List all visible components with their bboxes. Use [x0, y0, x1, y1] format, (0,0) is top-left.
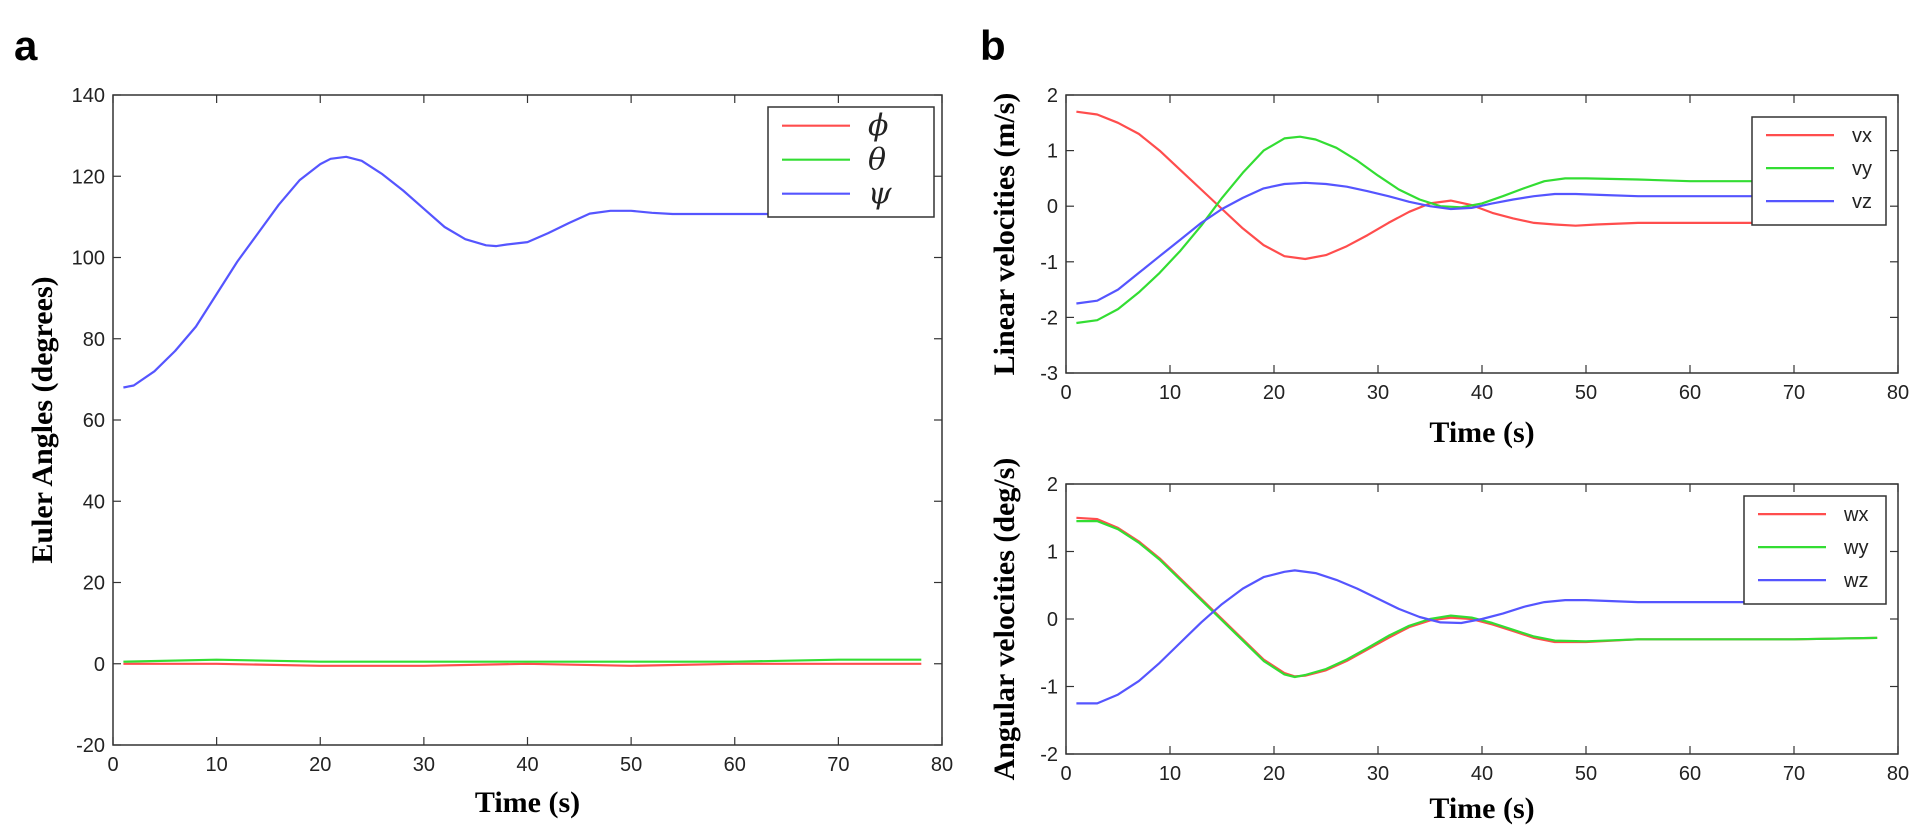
x-tick-label: 70	[1783, 763, 1805, 785]
legend: ϕθψ	[767, 106, 935, 218]
legend-label-θ: θ	[868, 143, 886, 178]
series-line-vy	[1076, 135, 1753, 325]
y-tick-label: 2	[1047, 85, 1058, 107]
x-tick-label: 40	[516, 754, 538, 776]
x-tick-label: 0	[107, 754, 118, 776]
series-line-ψ	[123, 155, 797, 389]
legend-label-ϕ: ϕ	[868, 109, 888, 144]
legend: wx wy wz	[1743, 495, 1887, 605]
x-tick-label: 50	[1575, 382, 1597, 404]
y-tick-label: 80	[83, 329, 105, 351]
y-tick-label: -3	[1040, 363, 1058, 385]
legend-label-wy: wy	[1843, 537, 1868, 559]
series-line-vx	[1076, 110, 1753, 261]
x-tick-label: 10	[1159, 382, 1181, 404]
y-tick-label: -1	[1040, 677, 1058, 699]
x-tick-label: 10	[1159, 763, 1181, 785]
series-line-θ	[123, 658, 922, 663]
x-tick-label: 40	[1471, 382, 1493, 404]
panel-letter-b: b	[980, 22, 1006, 69]
y-tick-label: 0	[1047, 196, 1058, 218]
panel-letter-a: a	[14, 22, 38, 69]
y-tick-label: 140	[72, 85, 105, 107]
x-tick-label: 80	[931, 754, 953, 776]
y-tick-label: 0	[94, 654, 105, 676]
x-tick-label: 30	[1367, 763, 1389, 785]
x-tick-label: 20	[309, 754, 331, 776]
x-tick-label: 40	[1471, 763, 1493, 785]
legend-label-vz: vz	[1852, 191, 1872, 213]
legend-label-wz: wz	[1843, 570, 1868, 592]
x-axis-title: Time (s)	[475, 786, 580, 819]
y-tick-label: 100	[72, 248, 105, 270]
x-tick-label: 0	[1060, 763, 1071, 785]
series-line-wz	[1076, 569, 1753, 705]
legend: vx vy vz	[1751, 116, 1887, 226]
x-tick-label: 20	[1263, 763, 1285, 785]
x-tick-label: 80	[1887, 763, 1909, 785]
x-tick-label: 60	[724, 754, 746, 776]
x-tick-label: 0	[1060, 382, 1071, 404]
y-tick-label: 1	[1047, 542, 1058, 564]
x-axis-title: Time (s)	[1429, 416, 1534, 449]
series-line-ϕ	[123, 662, 922, 667]
chart-b-bottom: 0 10 20 30 40 50 60 70 80 -2 -1 0 1 2 Time (s) Angular …	[988, 458, 1909, 825]
y-tick-label: -2	[1040, 307, 1058, 329]
x-axis-title: Time (s)	[1429, 792, 1534, 825]
x-tick-label: 30	[1367, 382, 1389, 404]
x-tick-label: 60	[1679, 763, 1701, 785]
y-tick-label: -1	[1040, 252, 1058, 274]
legend-label-wx: wx	[1843, 504, 1868, 526]
x-tick-label: 80	[1887, 382, 1909, 404]
y-tick-label: -20	[76, 735, 105, 757]
legend-box	[767, 106, 935, 218]
y-tick-label: 60	[83, 410, 105, 432]
chart-b-top: 0 10 20 30 40 50 60 70 80 -3 -2 -1 0 1 2 Time (s) Linear…	[988, 85, 1909, 449]
y-tick-label: 20	[83, 573, 105, 595]
y-tick-label: -2	[1040, 744, 1058, 766]
y-axis-title: Angular velocities (deg/s)	[988, 458, 1021, 781]
y-tick-label: 0	[1047, 609, 1058, 631]
x-tick-label: 50	[1575, 763, 1597, 785]
y-tick-label: 120	[72, 166, 105, 188]
y-axis-title: Euler Angles (degrees)	[26, 276, 59, 563]
y-tick-label: 40	[83, 491, 105, 513]
x-tick-label: 30	[413, 754, 435, 776]
legend-label-ψ: ψ	[868, 177, 892, 212]
legend-label-vx: vx	[1852, 125, 1872, 147]
series-line-wy	[1076, 519, 1878, 679]
y-tick-label: 2	[1047, 474, 1058, 496]
series-line-vz	[1076, 181, 1753, 305]
y-tick-label: 1	[1047, 141, 1058, 163]
legend-label-vy: vy	[1852, 158, 1872, 180]
x-tick-label: 70	[1783, 382, 1805, 404]
x-tick-label: 50	[620, 754, 642, 776]
x-tick-label: 60	[1679, 382, 1701, 404]
x-tick-label: 10	[206, 754, 228, 776]
x-tick-label: 70	[827, 754, 849, 776]
x-tick-label: 20	[1263, 382, 1285, 404]
y-axis-title: Linear velocities (m/s)	[988, 93, 1021, 376]
chart-a: 0 10 20 30 40 50 60 70 80-20020406080100120140Ti…	[26, 85, 953, 819]
